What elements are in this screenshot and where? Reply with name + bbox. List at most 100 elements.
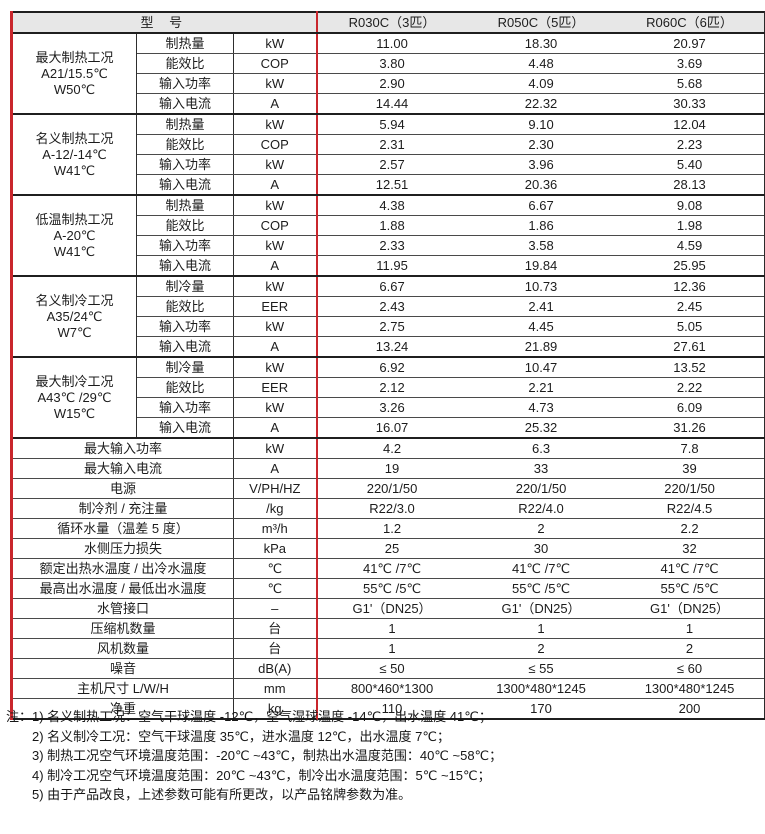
table-row: 最大输入功率 kW 4.2 6.3 7.8 [11, 438, 765, 459]
table-row: 净重 kg 110 170 200 [11, 698, 765, 719]
value-cell: 5.68 [615, 73, 765, 94]
spec-table: 型 号 R030C（3匹） R050C（5匹） R060C（6匹） 最大制热工况… [10, 11, 765, 720]
condition-line: 最大制热工况 [35, 49, 114, 65]
value-cell: 12.51 [316, 174, 467, 196]
condition-cell: 低温制热工况 A-20℃ W41℃ [11, 195, 137, 277]
table-row: 输入功率 kW 2.57 3.96 5.40 [12, 154, 765, 175]
value-cell: 9.08 [615, 195, 765, 216]
table-row: 低温制热工况 A-20℃ W41℃ 制热量 kW 4.38 6.67 9.08 [11, 195, 765, 277]
condition-line: A43℃ /29℃ [37, 389, 112, 405]
value-cell: 41℃ /7℃ [316, 558, 467, 579]
value-cell: 6.3 [466, 438, 616, 459]
value-cell: 2.33 [316, 235, 467, 256]
notes: 注： 1) 名义制热工况：空气干球温度 -12℃，空气湿球温度 -14℃，出水温… [6, 707, 746, 805]
unit-cell: kW [233, 114, 318, 135]
param-cell: 最高出水温度 / 最低出水温度 [11, 578, 234, 599]
unit-cell: kW [233, 276, 318, 297]
unit-cell: V/PH/HZ [233, 478, 318, 499]
value-cell: 11.00 [316, 33, 467, 54]
value-cell: 1 [615, 618, 765, 639]
param-cell: 制冷量 [136, 357, 234, 378]
unit-cell: 台 [233, 618, 318, 639]
value-cell: 2.22 [615, 377, 765, 398]
unit-cell: kW [233, 397, 318, 418]
unit-cell: m³/h [233, 518, 318, 539]
value-cell: 21.89 [466, 336, 616, 358]
param-cell: 输入功率 [136, 73, 234, 94]
value-cell: 220/1/50 [615, 478, 765, 499]
value-cell: ≤ 60 [615, 658, 765, 679]
param-cell: 制热量 [136, 33, 234, 54]
value-cell: 2.31 [316, 134, 467, 155]
unit-cell: /kg [233, 498, 318, 519]
value-cell: 2.75 [316, 316, 467, 337]
value-cell: 1.86 [466, 215, 616, 236]
value-cell: 2.30 [466, 134, 616, 155]
param-cell: 能效比 [136, 296, 234, 317]
value-cell: 20.97 [615, 33, 765, 54]
table-row: 能效比 EER 2.43 2.41 2.45 [12, 296, 765, 317]
value-cell: 28.13 [615, 174, 765, 196]
value-cell: 3.96 [466, 154, 616, 175]
spec-table-head: 型 号 R030C（3匹） R050C（5匹） R060C（6匹） [11, 12, 765, 34]
value-cell: 2.90 [316, 73, 467, 94]
table-row: 额定出热水温度 / 出冷水温度 ℃ 41℃ /7℃ 41℃ /7℃ 41℃ /7℃ [11, 558, 765, 579]
value-cell: 4.48 [466, 53, 616, 74]
value-cell: 2 [615, 638, 765, 659]
param-cell: 输入功率 [136, 316, 234, 337]
unit-cell: A [233, 255, 318, 277]
model-name-cell: R030C（3匹） [316, 12, 467, 34]
param-cell: 风机数量 [11, 638, 234, 659]
condition-cell: 名义制热工况 A-12/-14℃ W41℃ [11, 114, 137, 196]
unit-cell: kW [233, 438, 318, 459]
unit-cell: ℃ [233, 558, 318, 579]
value-cell: 4.45 [466, 316, 616, 337]
value-cell: 1 [316, 618, 467, 639]
value-cell: 10.73 [466, 276, 616, 297]
unit-cell: COP [233, 53, 318, 74]
table-row: 噪音 dB(A) ≤ 50 ≤ 55 ≤ 60 [11, 658, 765, 679]
value-cell: 2.57 [316, 154, 467, 175]
value-cell: 220/1/50 [466, 478, 616, 499]
condition-line: A-12/-14℃ [42, 146, 107, 162]
unit-cell: A [233, 336, 318, 358]
table-row: 输入功率 kW 3.26 4.73 6.09 [12, 397, 765, 418]
table-row: 输入功率 kW 2.75 4.45 5.05 [12, 316, 765, 337]
value-cell: 3.80 [316, 53, 467, 74]
condition-line: W50℃ [53, 81, 96, 97]
value-cell: 32 [615, 538, 765, 559]
value-cell: 41℃ /7℃ [615, 558, 765, 579]
param-cell: 输入功率 [136, 397, 234, 418]
unit-cell: kW [233, 357, 318, 378]
table-row: 最大制热工况 A21/15.5℃ W50℃ 制热量 kW 11.00 18.30 20.97 [11, 33, 765, 115]
value-cell: 16.07 [316, 417, 467, 439]
value-cell: R22/4.0 [466, 498, 616, 519]
value-cell: 1.2 [316, 518, 467, 539]
spec-table-body: 最大制热工况 A21/15.5℃ W50℃ 制热量 kW 11.00 18.30 20.97 能… [11, 33, 765, 719]
value-cell: 12.36 [615, 276, 765, 297]
param-cell: 输入电流 [136, 336, 234, 358]
param-cell: 水管接口 [11, 598, 234, 619]
unit-cell: COP [233, 215, 318, 236]
value-cell: 2.41 [466, 296, 616, 317]
value-cell: 5.94 [316, 114, 467, 135]
value-cell: 3.69 [615, 53, 765, 74]
value-cell: 30.33 [615, 93, 765, 115]
condition-line: 最大制冷工况 [35, 373, 114, 389]
notes-prefix: 注： [6, 709, 33, 724]
condition-line: 名义制热工况 [35, 130, 114, 146]
value-cell: 55℃ /5℃ [316, 578, 467, 599]
table-row: 最高出水温度 / 最低出水温度 ℃ 55℃ /5℃ 55℃ /5℃ 55℃ /5℃ [11, 578, 765, 599]
value-cell: 6.09 [615, 397, 765, 418]
table-row: 最大输入电流 A 19 33 39 [11, 458, 765, 479]
table-row: 能效比 COP 2.31 2.30 2.23 [12, 134, 765, 155]
condition-line: W7℃ [57, 324, 92, 340]
value-cell: 30 [466, 538, 616, 559]
table-row: 主机尺寸 L/W/H mm 800*460*1300 1300*480*1245 130… [11, 678, 765, 699]
value-cell: 18.30 [466, 33, 616, 54]
value-cell: 13.52 [615, 357, 765, 378]
unit-cell: kW [233, 195, 318, 216]
value-cell: 55℃ /5℃ [466, 578, 616, 599]
param-cell: 输入电流 [136, 174, 234, 196]
value-cell: 2.12 [316, 377, 467, 398]
